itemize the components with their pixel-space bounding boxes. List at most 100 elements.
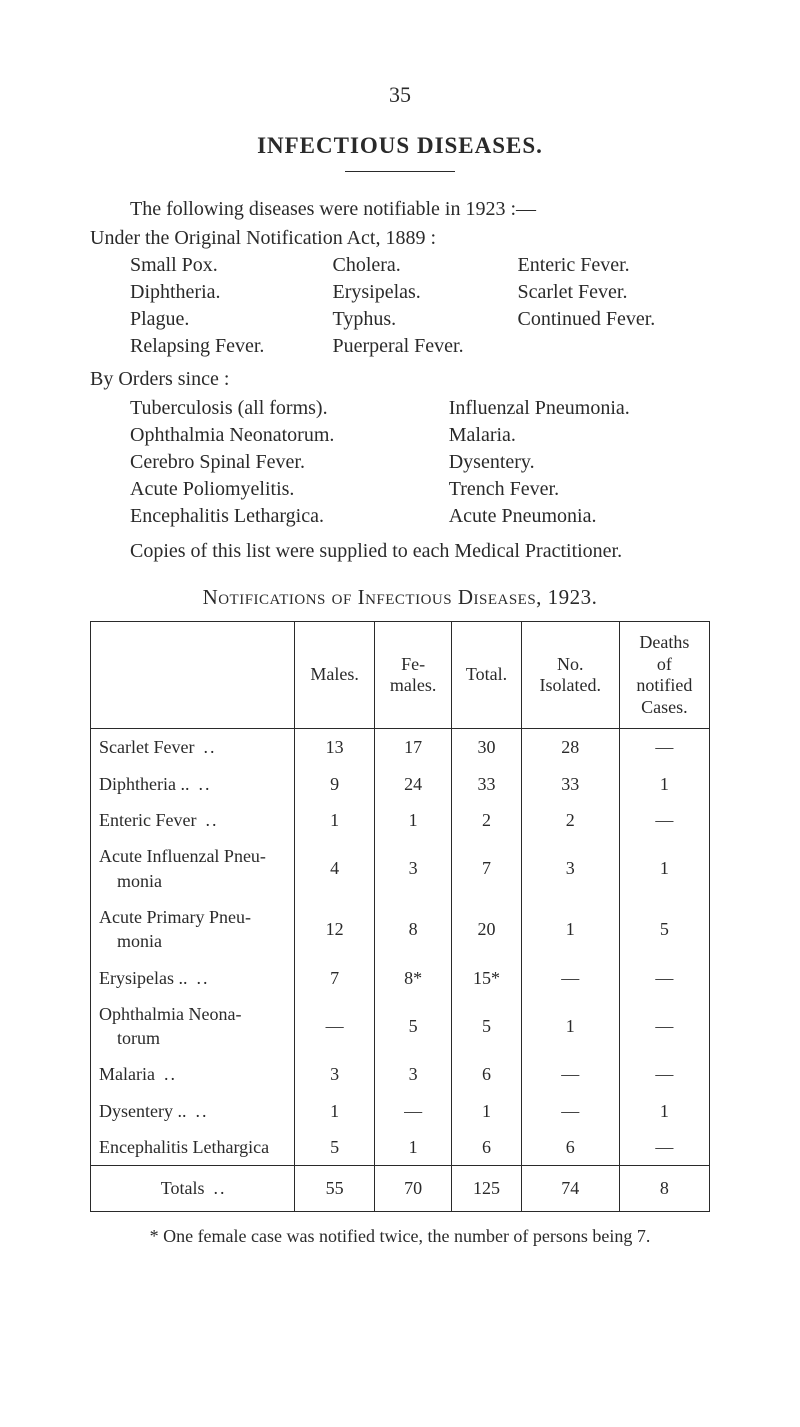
disease-item: Acute Poliomyelitis. (130, 476, 439, 503)
table-cell: 33 (452, 766, 522, 802)
row-label: Acute Influenzal Pneu- monia (91, 838, 295, 899)
table-cell: 30 (452, 729, 522, 766)
table-cell: 1 (295, 802, 375, 838)
table-cell: 5 (452, 996, 522, 1057)
col-header-females: Fe-males. (375, 622, 452, 729)
table-cell: 1 (375, 1129, 452, 1166)
table-cell: 5 (619, 899, 709, 960)
disease-item: Tuberculosis (all forms). (130, 395, 439, 422)
table-title: Notifications of Infectious Diseases, 19… (90, 583, 710, 611)
disease-item: Influenzal Pneumonia. (449, 395, 710, 422)
table-cell: 8 (375, 899, 452, 960)
table-cell: 1 (452, 1093, 522, 1129)
col-3: Enteric Fever. Scarlet Fever. Continued … (518, 252, 711, 360)
table-cell: 33 (521, 766, 619, 802)
page-number: 35 (90, 80, 710, 110)
table-cell: — (521, 1093, 619, 1129)
table-cell: 8 (619, 1166, 709, 1211)
table-cell: 15* (452, 960, 522, 996)
table-cell: — (295, 996, 375, 1057)
row-label: Erysipelas .. .. (91, 960, 295, 996)
table-row: Encephalitis Lethargica5166— (91, 1129, 710, 1166)
orders-diseases: Tuberculosis (all forms). Ophthalmia Neo… (130, 395, 710, 530)
table-row: Ophthalmia Neona- torum—551— (91, 996, 710, 1057)
col-2: Influenzal Pneumonia. Malaria. Dysentery… (449, 395, 710, 530)
title-rule (345, 171, 455, 172)
table-cell: 70 (375, 1166, 452, 1211)
table-cell: — (619, 1056, 709, 1092)
table-cell: 3 (375, 1056, 452, 1092)
col-header-deaths: DeathsofnotifiedCases. (619, 622, 709, 729)
disease-item: Relapsing Fever. (130, 333, 323, 360)
table-cell: — (521, 1056, 619, 1092)
disease-item: Cerebro Spinal Fever. (130, 449, 439, 476)
table-cell: — (619, 802, 709, 838)
table-cell: 1 (521, 996, 619, 1057)
disease-item: Diphtheria. (130, 279, 323, 306)
table-row: Malaria ..336—— (91, 1056, 710, 1092)
table-cell: — (619, 996, 709, 1057)
table-cell: 74 (521, 1166, 619, 1211)
table-row: Scarlet Fever ..13173028— (91, 729, 710, 766)
row-label: Dysentery .. .. (91, 1093, 295, 1129)
table-cell: — (521, 960, 619, 996)
row-label: Scarlet Fever .. (91, 729, 295, 766)
table-cell: 7 (452, 838, 522, 899)
table-cell: 6 (521, 1129, 619, 1166)
table-header: Males. Fe-males. Total. No.Isolated. Dea… (91, 622, 710, 729)
disease-item: Plague. (130, 306, 323, 333)
row-label: Acute Primary Pneu- monia (91, 899, 295, 960)
col-header-males: Males. (295, 622, 375, 729)
disease-item: Small Pox. (130, 252, 323, 279)
table-row: Dysentery .. ..1—1—1 (91, 1093, 710, 1129)
row-label: Encephalitis Lethargica (91, 1129, 295, 1166)
table-cell: 17 (375, 729, 452, 766)
disease-item: Scarlet Fever. (518, 279, 711, 306)
table-row: Erysipelas .. ..78*15*—— (91, 960, 710, 996)
table-row: Acute Influenzal Pneu- monia43731 (91, 838, 710, 899)
disease-item: Erysipelas. (333, 279, 508, 306)
totals-row: Totals ..5570125748 (91, 1166, 710, 1211)
copies-paragraph: Copies of this list were supplied to eac… (90, 538, 710, 565)
footnote: * One female case was notified twice, th… (90, 1224, 710, 1248)
col-2: Cholera. Erysipelas. Typhus. Puerperal F… (333, 252, 508, 360)
table-row: Acute Primary Pneu- monia1282015 (91, 899, 710, 960)
table-cell: 12 (295, 899, 375, 960)
col-1: Small Pox. Diphtheria. Plague. Relapsing… (130, 252, 323, 360)
document-page: 35 INFECTIOUS DISEASES. The following di… (0, 0, 800, 1308)
row-label: Ophthalmia Neona- torum (91, 996, 295, 1057)
table-cell: 2 (452, 802, 522, 838)
disease-item: Cholera. (333, 252, 508, 279)
table-cell: 28 (521, 729, 619, 766)
table-cell: 13 (295, 729, 375, 766)
table-cell: 5 (295, 1129, 375, 1166)
table-cell: 4 (295, 838, 375, 899)
table-cell: 1 (521, 899, 619, 960)
disease-item: Acute Pneumonia. (449, 503, 710, 530)
table-cell: 1 (295, 1093, 375, 1129)
row-label: Diphtheria .. .. (91, 766, 295, 802)
disease-item: Continued Fever. (518, 306, 711, 333)
table-body: Scarlet Fever ..13173028—Diphtheria .. .… (91, 729, 710, 1211)
table-cell: 1 (619, 1093, 709, 1129)
table-cell: 2 (521, 802, 619, 838)
table-cell: — (375, 1093, 452, 1129)
table-cell: 8* (375, 960, 452, 996)
col-header-isolated: No.Isolated. (521, 622, 619, 729)
table-cell: 1 (619, 766, 709, 802)
totals-label: Totals .. (91, 1166, 295, 1211)
orders-heading: By Orders since : (90, 366, 710, 393)
original-act-diseases: Small Pox. Diphtheria. Plague. Relapsing… (130, 252, 710, 360)
row-label: Enteric Fever .. (91, 802, 295, 838)
disease-item: Ophthalmia Neonatorum. (130, 422, 439, 449)
table-cell: 6 (452, 1056, 522, 1092)
table-cell: 9 (295, 766, 375, 802)
table-cell: — (619, 960, 709, 996)
disease-item: Typhus. (333, 306, 508, 333)
col-header-total: Total. (452, 622, 522, 729)
table-cell: 20 (452, 899, 522, 960)
table-cell: 55 (295, 1166, 375, 1211)
main-title: INFECTIOUS DISEASES. (90, 130, 710, 161)
col-header-blank (91, 622, 295, 729)
table-cell: 24 (375, 766, 452, 802)
